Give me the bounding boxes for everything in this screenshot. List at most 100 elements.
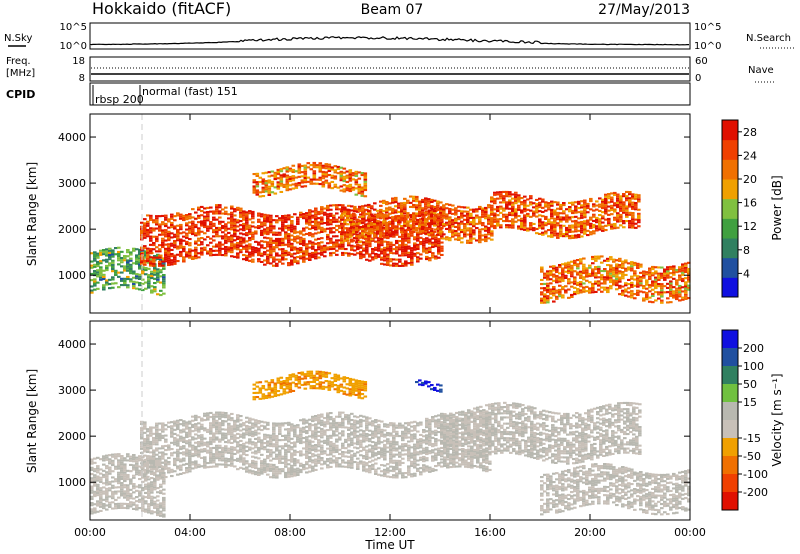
heatmap-cell [143,228,147,231]
heatmap-cell [281,237,285,240]
heatmap-cell [397,217,401,220]
heatmap-cell [239,211,243,214]
heatmap-cell [290,261,294,264]
heatmap-cell [648,290,652,293]
heatmap-cell [146,469,150,472]
heatmap-cell [191,452,195,455]
heatmap-cell [553,226,557,229]
heatmap-cell [149,428,153,431]
heatmap-cell [272,250,276,253]
heatmap-cell [155,437,159,440]
heatmap-cell [126,492,130,495]
heatmap-cell [487,206,491,209]
heatmap-cell [445,207,449,210]
heatmap-cell [197,252,201,255]
heatmap-cell [329,227,333,230]
heatmap-cell [257,225,261,228]
heatmap-cell [520,211,524,214]
heatmap-cell [108,468,112,471]
heatmap-cell [143,446,147,449]
heatmap-cell [663,272,667,275]
heatmap-cell [102,288,106,291]
heatmap-cell [607,209,611,212]
heatmap-cell [395,239,399,242]
heatmap-cell [146,253,150,256]
heatmap-cell [173,260,177,263]
heatmap-cell [365,231,369,234]
heatmap-cell [221,463,225,466]
heatmap-cell [132,272,136,275]
heatmap-cell [126,286,130,289]
heatmap-cell [580,235,584,238]
heatmap-cell [194,416,198,419]
heatmap-cell [576,288,580,291]
heatmap-cell [597,284,601,287]
heatmap-cell [221,434,225,437]
heatmap-cell [517,204,521,207]
heatmap-cell [621,266,625,269]
heatmap-cell [179,419,183,422]
heatmap-cell [553,213,557,216]
heatmap-cell [170,435,174,438]
heatmap-cell [424,222,428,225]
heatmap-cell [282,173,287,176]
heatmap-cell [108,256,112,259]
heatmap-cell [550,213,554,216]
heatmap-cell [266,249,270,252]
heatmap-cell [416,233,420,236]
heatmap-cell [173,246,177,249]
heatmap-cell [520,228,524,231]
heatmap-cell [206,449,210,452]
heatmap-cell [114,467,118,470]
heatmap-cell [546,284,550,287]
heatmap-cell [579,285,583,288]
heatmap-cell [161,260,165,263]
heatmap-cell [173,443,177,446]
heatmap-cell [96,256,100,259]
heatmap-cell [194,423,198,426]
heatmap-cell [144,254,148,257]
heatmap-cell [173,219,177,222]
heatmap-cell [499,211,503,214]
heatmap-cell [436,227,440,230]
heatmap-cell [380,221,384,224]
heatmap-cell [389,241,393,244]
heatmap-cell [161,436,165,439]
heatmap-cell [245,256,249,259]
heatmap-cell [493,198,497,201]
heatmap-cell [361,236,365,239]
heatmap-cell [117,459,121,462]
heatmap-cell [493,200,497,203]
heatmap-cell [141,474,145,477]
heatmap-cell [305,216,309,219]
heatmap-cell [245,431,249,434]
heatmap-cell [162,282,166,285]
heatmap-cell [538,218,542,221]
heatmap-cell [561,273,565,276]
heatmap-cell [428,211,432,214]
heatmap-cell [577,221,581,224]
heatmap-cell [129,251,133,254]
heatmap-cell [242,451,246,454]
heatmap-cell [188,254,192,257]
heatmap-cell [215,231,219,234]
heatmap-cell [437,242,441,245]
heatmap-cell [242,254,246,257]
heatmap-cell [221,415,225,418]
heatmap-cell [99,480,103,483]
heatmap-cell [146,214,150,217]
heatmap-cell [290,255,294,258]
heatmap-cell [618,270,622,273]
heatmap-cell [203,226,207,229]
heatmap-cell [120,482,124,485]
heatmap-cell [96,479,100,482]
heatmap-cell [314,207,318,210]
heatmap-cell [275,252,279,255]
heatmap-cell [141,489,145,492]
heatmap-cell [242,212,246,215]
heatmap-cell [164,428,168,431]
heatmap-cell [218,417,222,420]
heatmap-cell [90,497,94,500]
heatmap-cell [149,461,153,464]
heatmap-cell [158,227,162,230]
